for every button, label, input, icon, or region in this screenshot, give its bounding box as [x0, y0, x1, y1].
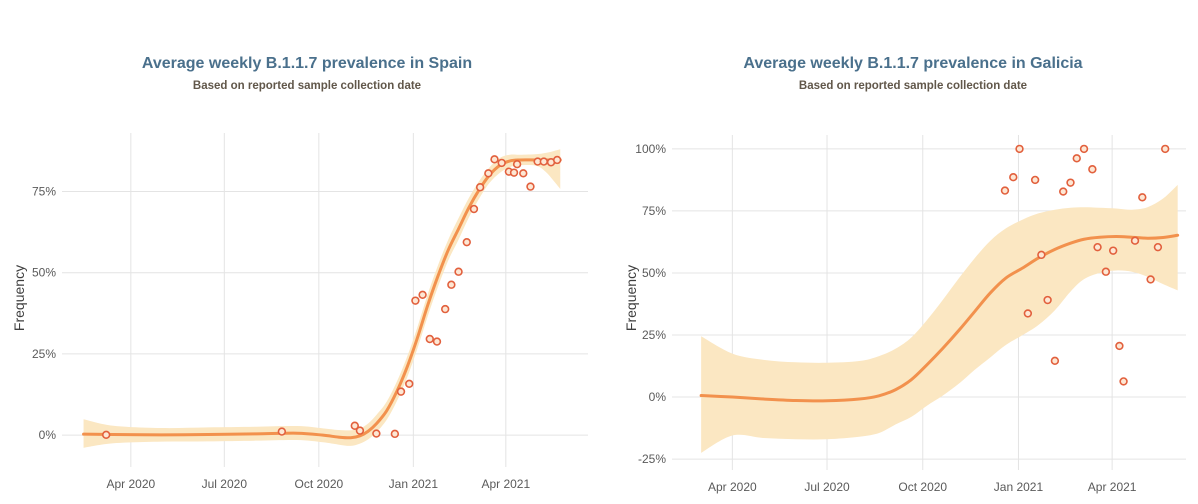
data-point[interactable]	[1043, 295, 1052, 305]
data-point[interactable]	[101, 430, 111, 440]
data-point[interactable]	[1009, 172, 1018, 182]
x-axis-tick-label: Jul 2020	[202, 477, 248, 491]
x-axis-tick-label: Jul 2020	[804, 480, 850, 494]
x-axis-tick-label: Jan 2021	[994, 480, 1044, 494]
data-point[interactable]	[1101, 267, 1111, 276]
data-point[interactable]	[462, 237, 471, 247]
data-point[interactable]	[390, 429, 400, 439]
y-axis-tick-label: 75%	[32, 184, 56, 198]
y-axis-tick-label: 0%	[649, 390, 667, 404]
data-point[interactable]	[1066, 178, 1075, 187]
galicia-chart-subtitle: Based on reported sample collection date	[798, 80, 1028, 92]
data-point[interactable]	[1050, 356, 1060, 366]
data-point[interactable]	[509, 168, 519, 177]
spain-chart-title: Average weekly B.1.1.7 prevalence in Spa…	[141, 55, 473, 72]
y-axis-tick-label: 25%	[32, 347, 56, 361]
trend-line	[699, 233, 1180, 403]
data-point[interactable]	[1138, 193, 1147, 202]
y-axis-tick-label: 100%	[635, 142, 666, 156]
data-point[interactable]	[512, 159, 522, 169]
data-point[interactable]	[1146, 275, 1155, 284]
data-point[interactable]	[432, 337, 442, 346]
data-point[interactable]	[519, 169, 528, 178]
data-point[interactable]	[484, 169, 493, 178]
spain-chart-subtitle: Based on reported sample collection date	[192, 80, 422, 92]
data-point[interactable]	[1115, 341, 1124, 351]
data-point[interactable]	[355, 426, 365, 435]
data-point[interactable]	[539, 157, 549, 166]
data-point[interactable]	[497, 158, 506, 168]
confidence-band	[701, 184, 1178, 453]
data-point[interactable]	[1059, 187, 1068, 196]
data-point[interactable]	[425, 334, 434, 344]
x-axis-tick-label: Apr 2020	[106, 477, 155, 491]
data-point[interactable]	[469, 204, 479, 214]
y-axis-tick-label: 75%	[642, 204, 666, 218]
confidence-band	[83, 149, 561, 448]
data-point[interactable]	[1088, 165, 1097, 174]
data-point[interactable]	[475, 183, 485, 192]
y-axis-tick-label: 50%	[32, 266, 56, 280]
data-point[interactable]	[1079, 144, 1089, 154]
x-axis-tick-label: Oct 2020	[898, 480, 947, 494]
data-point[interactable]	[454, 267, 463, 276]
data-point[interactable]	[1000, 186, 1010, 195]
data-point[interactable]	[405, 379, 414, 389]
data-point[interactable]	[1130, 236, 1140, 245]
data-point[interactable]	[277, 427, 287, 436]
data-point[interactable]	[441, 304, 450, 314]
trend-line	[82, 158, 562, 440]
data-point[interactable]	[1093, 242, 1102, 252]
data-point[interactable]	[411, 296, 420, 305]
y-axis-tick-label: 25%	[642, 328, 666, 342]
data-point[interactable]	[1015, 144, 1024, 154]
data-point[interactable]	[1160, 144, 1170, 154]
data-point[interactable]	[1030, 175, 1040, 185]
x-axis-tick-label: Apr 2020	[708, 480, 757, 494]
data-point[interactable]	[552, 155, 562, 165]
data-point[interactable]	[490, 155, 499, 164]
data-point[interactable]	[1153, 242, 1163, 252]
x-axis-tick-label: Apr 2021	[1088, 480, 1137, 494]
data-point[interactable]	[1108, 246, 1118, 255]
data-point[interactable]	[1037, 250, 1046, 260]
y-axis-tick-label: -25%	[638, 452, 666, 466]
data-point[interactable]	[1023, 309, 1033, 318]
data-point[interactable]	[1072, 154, 1081, 163]
x-axis-tick-label: Apr 2021	[481, 477, 530, 491]
data-point[interactable]	[447, 280, 456, 289]
data-point[interactable]	[526, 182, 535, 191]
y-axis-tick-label: 0%	[39, 428, 57, 442]
data-point[interactable]	[1119, 377, 1128, 386]
data-point[interactable]	[396, 387, 406, 396]
data-point[interactable]	[372, 429, 381, 438]
data-point[interactable]	[418, 290, 427, 299]
galicia-chart-title: Average weekly B.1.1.7 prevalence in Gal…	[743, 55, 1083, 72]
x-axis-tick-label: Jan 2021	[389, 477, 439, 491]
y-axis-tick-label: 50%	[642, 266, 666, 280]
data-point[interactable]	[350, 421, 359, 430]
x-axis-tick-label: Oct 2020	[294, 477, 343, 491]
